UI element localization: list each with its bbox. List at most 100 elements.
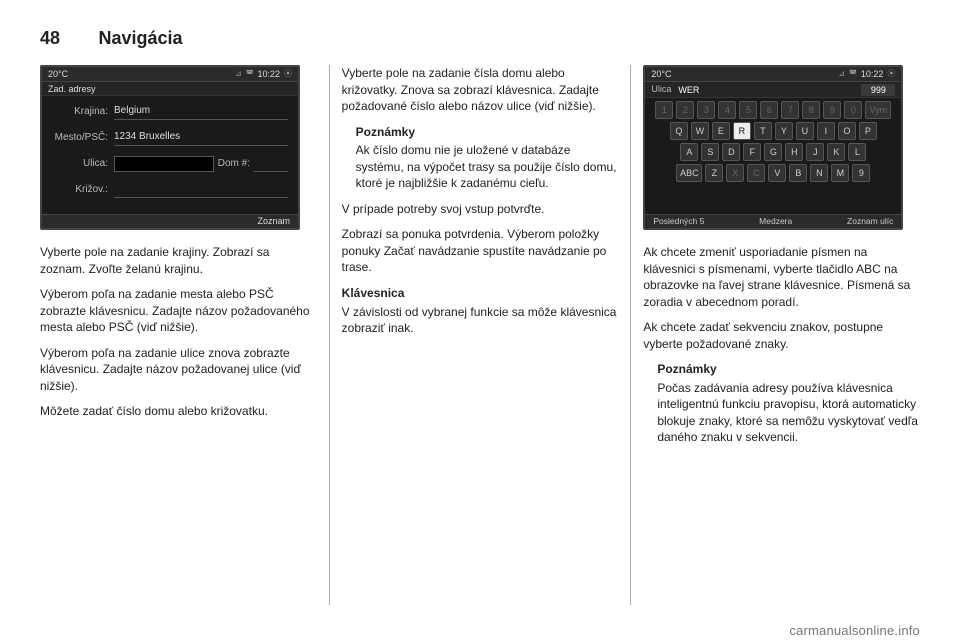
key-t[interactable]: T — [754, 122, 772, 140]
row-street[interactable]: Ulica: Dom #: — [52, 154, 288, 174]
page-header: 48 Navigácia — [40, 28, 920, 49]
note-body: Ak číslo domu nie je uložené v databáze … — [356, 142, 619, 192]
key-p[interactable]: P — [859, 122, 877, 140]
col1-para-4: Môžete zadať číslo domu alebo križovatku… — [40, 403, 317, 420]
status-bar: 20°C ⊿ ◚ 10:22 ⦿ — [645, 67, 901, 82]
col1-para-1: Vyberte pole na zadanie krajiny. Zobrazí… — [40, 244, 317, 277]
key-h[interactable]: H — [785, 143, 803, 161]
cross-label: Križov.: — [52, 183, 114, 197]
key-r[interactable]: R — [733, 122, 751, 140]
row-country[interactable]: Krajina: Belgium — [52, 102, 288, 122]
note-heading: Poznámky — [356, 124, 619, 141]
col3-para-1: Ak chcete zmeniť usporiadanie písmen na … — [643, 244, 920, 310]
key-j[interactable]: J — [806, 143, 824, 161]
key-o[interactable]: O — [838, 122, 856, 140]
key-g[interactable]: G — [764, 143, 782, 161]
key-b[interactable]: B — [789, 164, 807, 182]
key-abc[interactable]: ABC — [676, 164, 702, 182]
qwerty-row-2: ASDFGHJKL — [649, 143, 897, 161]
key-vym[interactable]: Vym — [865, 101, 891, 119]
key-5[interactable]: 5 — [739, 101, 757, 119]
recent-button[interactable]: Posledných 5 — [653, 216, 704, 228]
key-a[interactable]: A — [680, 143, 698, 161]
key-2[interactable]: 2 — [676, 101, 694, 119]
page-number: 48 — [40, 28, 94, 49]
key-n[interactable]: N — [810, 164, 828, 182]
keyboard-subheading: Klávesnica — [342, 285, 619, 302]
key-d[interactable]: D — [722, 143, 740, 161]
key-e[interactable]: E — [712, 122, 730, 140]
col2-para-2: V prípade potreby svoj vstup potvrďte. — [342, 201, 619, 218]
key-9[interactable]: 9 — [823, 101, 841, 119]
key-z[interactable]: Z — [705, 164, 723, 182]
col2-para-4: V závislosti od vybranej funkcie sa môže… — [342, 304, 619, 337]
key-q[interactable]: Q — [670, 122, 688, 140]
wifi-icon: ◚ — [246, 68, 254, 79]
content-columns: 20°C ⊿ ◚ 10:22 ⦿ Zad. adresy Krajina: Be… — [40, 65, 920, 605]
keyboard-screen: 20°C ⊿ ◚ 10:22 ⦿ Ulica WER 999 123456789… — [643, 65, 903, 230]
info-icon: ⦿ — [887, 68, 895, 79]
row-crossing[interactable]: Križov.: — [52, 180, 288, 200]
key-6[interactable]: 6 — [760, 101, 778, 119]
form-body: Krajina: Belgium Mesto/PSČ: 1234 Bruxell… — [42, 96, 298, 212]
house-label: Dom #: — [214, 157, 254, 171]
qwerty-row-1: QWERTYUIOP — [649, 122, 897, 140]
key-4[interactable]: 4 — [718, 101, 736, 119]
key-u[interactable]: U — [796, 122, 814, 140]
cross-value — [114, 182, 288, 198]
note-heading: Poznámky — [657, 361, 920, 378]
key-l[interactable]: L — [848, 143, 866, 161]
list-button[interactable]: Zoznam — [257, 215, 290, 227]
key-x[interactable]: X — [726, 164, 744, 182]
key-0[interactable]: 0 — [844, 101, 862, 119]
col1-para-3: Výberom poľa na zadanie ulice znova zobr… — [40, 345, 317, 395]
col1-para-2: Výberom poľa na zadanie mesta alebo PSČ … — [40, 286, 317, 336]
column-1: 20°C ⊿ ◚ 10:22 ⦿ Zad. adresy Krajina: Be… — [40, 65, 329, 605]
col3-para-2: Ak chcete zadať sekvenciu znakov, postup… — [643, 319, 920, 352]
city-label: Mesto/PSČ: — [52, 131, 114, 145]
key-8[interactable]: 8 — [802, 101, 820, 119]
text-input[interactable]: WER — [675, 84, 861, 96]
status-temp: 20°C — [48, 68, 68, 80]
status-bar: 20°C ⊿ ◚ 10:22 ⦿ — [42, 67, 298, 82]
key-m[interactable]: M — [831, 164, 849, 182]
street-list-button[interactable]: Zoznam ulíc — [847, 216, 893, 228]
city-value: 1234 Bruxelles — [114, 130, 288, 146]
info-icon: ⦿ — [284, 68, 292, 79]
col2-para-3: Zobrazí sa ponuka potvrdenia. Výberom po… — [342, 226, 619, 276]
address-entry-screen: 20°C ⊿ ◚ 10:22 ⦿ Zad. adresy Krajina: Be… — [40, 65, 300, 230]
key-v[interactable]: V — [768, 164, 786, 182]
screen-bottom-bar: Zoznam — [42, 214, 298, 228]
signal-icon: ⊿ — [838, 68, 845, 79]
keyboard-rows: 1234567890Vym QWERTYUIOP ASDFGHJKL ABCZX… — [645, 98, 901, 182]
column-3: 20°C ⊿ ◚ 10:22 ⦿ Ulica WER 999 123456789… — [630, 65, 920, 605]
key-9[interactable]: 9 — [852, 164, 870, 182]
space-button[interactable]: Medzera — [759, 216, 792, 228]
wifi-icon: ◚ — [849, 68, 857, 79]
row-city[interactable]: Mesto/PSČ: 1234 Bruxelles — [52, 128, 288, 148]
status-temp: 20°C — [651, 68, 671, 80]
number-row: 1234567890Vym — [649, 101, 897, 119]
key-y[interactable]: Y — [775, 122, 793, 140]
key-i[interactable]: I — [817, 122, 835, 140]
field-label: Ulica — [651, 83, 671, 95]
key-s[interactable]: S — [701, 143, 719, 161]
note-body: Počas zadávania adresy používa klávesnic… — [657, 380, 920, 446]
street-label: Ulica: — [52, 157, 114, 171]
column-2: Vyberte pole na zadanie čísla domu alebo… — [329, 65, 631, 605]
key-k[interactable]: K — [827, 143, 845, 161]
key-1[interactable]: 1 — [655, 101, 673, 119]
keyboard-bottom-bar: Posledných 5 Medzera Zoznam ulíc — [645, 214, 901, 228]
keyboard-input-row: Ulica WER 999 — [645, 82, 901, 98]
key-f[interactable]: F — [743, 143, 761, 161]
key-c[interactable]: C — [747, 164, 765, 182]
note-block-1: Poznámky Ak číslo domu nie je uložené v … — [342, 124, 619, 192]
section-title: Navigácia — [98, 28, 182, 48]
col2-para-1: Vyberte pole na zadanie čísla domu alebo… — [342, 65, 619, 115]
key-w[interactable]: W — [691, 122, 709, 140]
country-value: Belgium — [114, 104, 288, 120]
screen-title: Zad. adresy — [42, 82, 298, 96]
watermark: carmanualsonline.info — [789, 623, 920, 638]
key-7[interactable]: 7 — [781, 101, 799, 119]
key-3[interactable]: 3 — [697, 101, 715, 119]
